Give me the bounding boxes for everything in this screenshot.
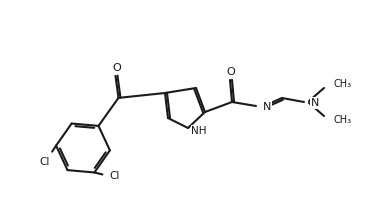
- Text: Cl: Cl: [39, 157, 49, 167]
- Text: CH₃: CH₃: [334, 115, 352, 125]
- Text: NH: NH: [191, 126, 207, 136]
- Text: O: O: [112, 63, 121, 73]
- Text: N: N: [263, 102, 271, 112]
- Text: N: N: [311, 98, 319, 108]
- Text: CH₃: CH₃: [334, 79, 352, 89]
- Text: O: O: [227, 67, 236, 77]
- Text: Cl: Cl: [109, 172, 120, 181]
